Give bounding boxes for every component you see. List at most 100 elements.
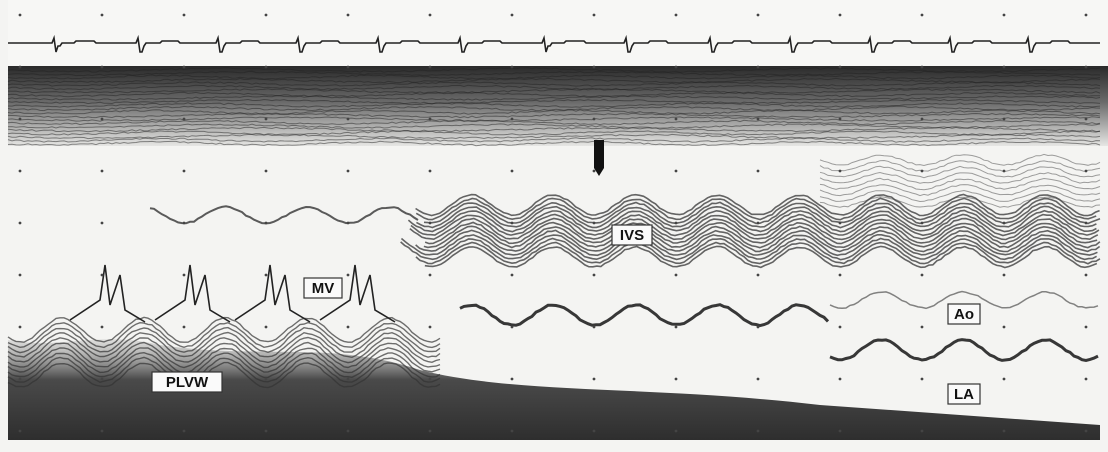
dot bbox=[19, 14, 22, 17]
dot bbox=[347, 66, 350, 69]
dot bbox=[921, 14, 924, 17]
label-mv: MV bbox=[312, 280, 335, 297]
dot bbox=[347, 170, 350, 173]
dot bbox=[101, 14, 104, 17]
label-ivs: IVS bbox=[620, 227, 644, 244]
dot bbox=[511, 274, 514, 277]
dot bbox=[839, 170, 842, 173]
dot bbox=[101, 66, 104, 69]
dot bbox=[183, 430, 186, 433]
dot bbox=[1003, 326, 1006, 329]
dot bbox=[183, 326, 186, 329]
dot bbox=[921, 430, 924, 433]
dot bbox=[675, 274, 678, 277]
dot bbox=[1085, 170, 1088, 173]
dot bbox=[593, 118, 596, 121]
dot bbox=[921, 222, 924, 225]
dot bbox=[429, 14, 432, 17]
ecg-strip bbox=[8, 0, 1108, 66]
dot bbox=[511, 378, 514, 381]
dot bbox=[839, 430, 842, 433]
dot bbox=[593, 326, 596, 329]
dot bbox=[593, 14, 596, 17]
dot bbox=[757, 274, 760, 277]
dot bbox=[429, 170, 432, 173]
dot bbox=[265, 326, 268, 329]
dot bbox=[511, 326, 514, 329]
dot bbox=[183, 66, 186, 69]
dot bbox=[1003, 66, 1006, 69]
dot bbox=[511, 222, 514, 225]
dot bbox=[19, 170, 22, 173]
dot bbox=[839, 118, 842, 121]
dot bbox=[265, 14, 268, 17]
dot bbox=[675, 378, 678, 381]
dot bbox=[183, 118, 186, 121]
dot bbox=[347, 378, 350, 381]
dot bbox=[101, 222, 104, 225]
dot bbox=[265, 170, 268, 173]
dot bbox=[757, 14, 760, 17]
dot bbox=[347, 222, 350, 225]
dot bbox=[19, 66, 22, 69]
dot bbox=[1003, 170, 1006, 173]
dot bbox=[839, 378, 842, 381]
dot bbox=[593, 378, 596, 381]
dot bbox=[429, 378, 432, 381]
dot bbox=[101, 326, 104, 329]
dot bbox=[511, 170, 514, 173]
dot bbox=[839, 326, 842, 329]
dot bbox=[265, 118, 268, 121]
label-plvw: PLVW bbox=[166, 374, 209, 391]
dot bbox=[757, 222, 760, 225]
dot bbox=[265, 66, 268, 69]
dot bbox=[1085, 222, 1088, 225]
dot bbox=[429, 118, 432, 121]
dot bbox=[675, 326, 678, 329]
dot bbox=[1003, 274, 1006, 277]
dot bbox=[839, 274, 842, 277]
dot bbox=[429, 66, 432, 69]
dot bbox=[347, 14, 350, 17]
dot bbox=[265, 274, 268, 277]
dot bbox=[19, 326, 22, 329]
dot bbox=[101, 118, 104, 121]
dot bbox=[1085, 378, 1088, 381]
dot bbox=[183, 222, 186, 225]
dot bbox=[19, 222, 22, 225]
dot bbox=[757, 170, 760, 173]
dot bbox=[839, 222, 842, 225]
dot bbox=[593, 66, 596, 69]
dot bbox=[921, 326, 924, 329]
dot bbox=[429, 274, 432, 277]
dot bbox=[675, 430, 678, 433]
dot bbox=[1085, 66, 1088, 69]
dot bbox=[19, 274, 22, 277]
dot bbox=[347, 326, 350, 329]
dot bbox=[429, 430, 432, 433]
dot bbox=[593, 170, 596, 173]
dot bbox=[1085, 14, 1088, 17]
dot bbox=[839, 14, 842, 17]
echocardiogram: MV IVS PLVW Ao LA bbox=[0, 0, 1108, 452]
dot bbox=[1085, 274, 1088, 277]
dot bbox=[921, 378, 924, 381]
dot bbox=[1003, 430, 1006, 433]
label-la: LA bbox=[954, 386, 974, 403]
dot bbox=[757, 326, 760, 329]
dot bbox=[347, 430, 350, 433]
dot bbox=[921, 118, 924, 121]
dot bbox=[921, 66, 924, 69]
dot bbox=[101, 170, 104, 173]
dot bbox=[183, 274, 186, 277]
dot bbox=[1003, 118, 1006, 121]
dot bbox=[265, 378, 268, 381]
dot bbox=[101, 274, 104, 277]
dot bbox=[19, 118, 22, 121]
dot bbox=[757, 118, 760, 121]
label-ao: Ao bbox=[954, 306, 974, 323]
dot bbox=[675, 222, 678, 225]
dot bbox=[183, 170, 186, 173]
dot bbox=[593, 430, 596, 433]
dot bbox=[265, 222, 268, 225]
